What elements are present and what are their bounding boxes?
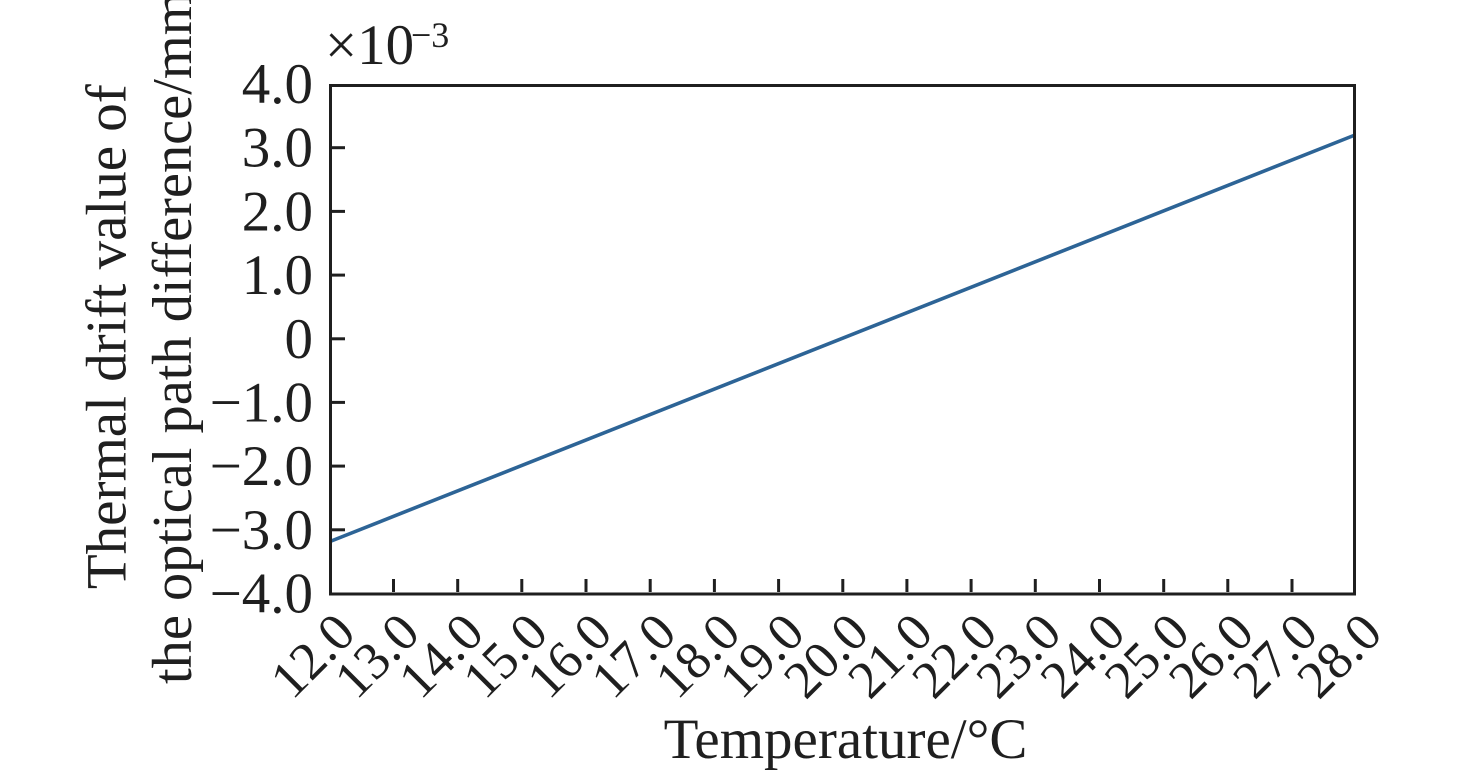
svg-text:Temperature/°C: Temperature/°C (664, 708, 1028, 771)
svg-text:−4.0: −4.0 (210, 563, 313, 626)
svg-text:−3.0: −3.0 (210, 499, 313, 562)
svg-text:2.0: 2.0 (242, 180, 313, 243)
svg-text:−2.0: −2.0 (210, 435, 313, 498)
svg-text:−1.0: −1.0 (210, 371, 313, 434)
svg-text:×10: ×10 (325, 14, 414, 77)
svg-text:the optical path difference/mm: the optical path difference/mm (142, 0, 204, 684)
svg-text:3.0: 3.0 (242, 117, 313, 180)
svg-text:1.0: 1.0 (242, 244, 313, 307)
svg-text:0: 0 (285, 308, 314, 371)
svg-text:4.0: 4.0 (242, 53, 313, 116)
svg-text:Thermal drift value of: Thermal drift value of (76, 84, 139, 589)
svg-text:−3: −3 (411, 15, 449, 55)
